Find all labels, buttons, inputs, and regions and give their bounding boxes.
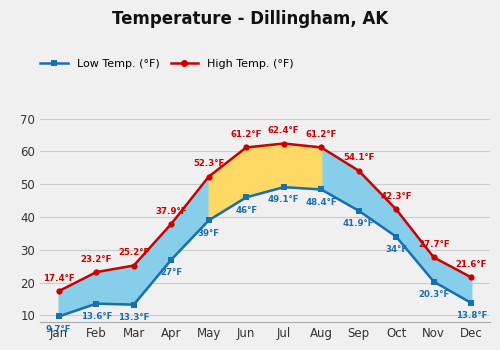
- Text: 23.2°F: 23.2°F: [80, 255, 112, 264]
- Text: 42.3°F: 42.3°F: [380, 192, 412, 201]
- Text: 9.7°F: 9.7°F: [46, 325, 72, 334]
- Text: 41.9°F: 41.9°F: [343, 219, 374, 228]
- Text: 49.1°F: 49.1°F: [268, 195, 300, 204]
- Text: Temperature - Dillingham, AK: Temperature - Dillingham, AK: [112, 10, 388, 28]
- Text: 13.3°F: 13.3°F: [118, 313, 150, 322]
- Text: 27.7°F: 27.7°F: [418, 240, 450, 249]
- Text: 25.2°F: 25.2°F: [118, 248, 150, 257]
- Text: 13.8°F: 13.8°F: [456, 311, 487, 320]
- Text: 37.9°F: 37.9°F: [156, 206, 187, 216]
- Text: 52.3°F: 52.3°F: [193, 159, 224, 168]
- Text: 62.4°F: 62.4°F: [268, 126, 300, 135]
- Text: 61.2°F: 61.2°F: [306, 130, 337, 139]
- Text: 46°F: 46°F: [235, 206, 258, 215]
- Text: 39°F: 39°F: [198, 229, 220, 238]
- Text: 21.6°F: 21.6°F: [456, 260, 487, 269]
- Legend: Low Temp. (°F), High Temp. (°F): Low Temp. (°F), High Temp. (°F): [36, 55, 298, 74]
- Text: 27°F: 27°F: [160, 268, 182, 277]
- Text: 61.2°F: 61.2°F: [230, 130, 262, 139]
- Text: 54.1°F: 54.1°F: [343, 153, 374, 162]
- Text: 13.6°F: 13.6°F: [80, 312, 112, 321]
- Text: 20.3°F: 20.3°F: [418, 290, 450, 299]
- Text: 34°F: 34°F: [385, 245, 407, 254]
- Text: 17.4°F: 17.4°F: [43, 274, 74, 283]
- Text: 48.4°F: 48.4°F: [306, 198, 337, 207]
